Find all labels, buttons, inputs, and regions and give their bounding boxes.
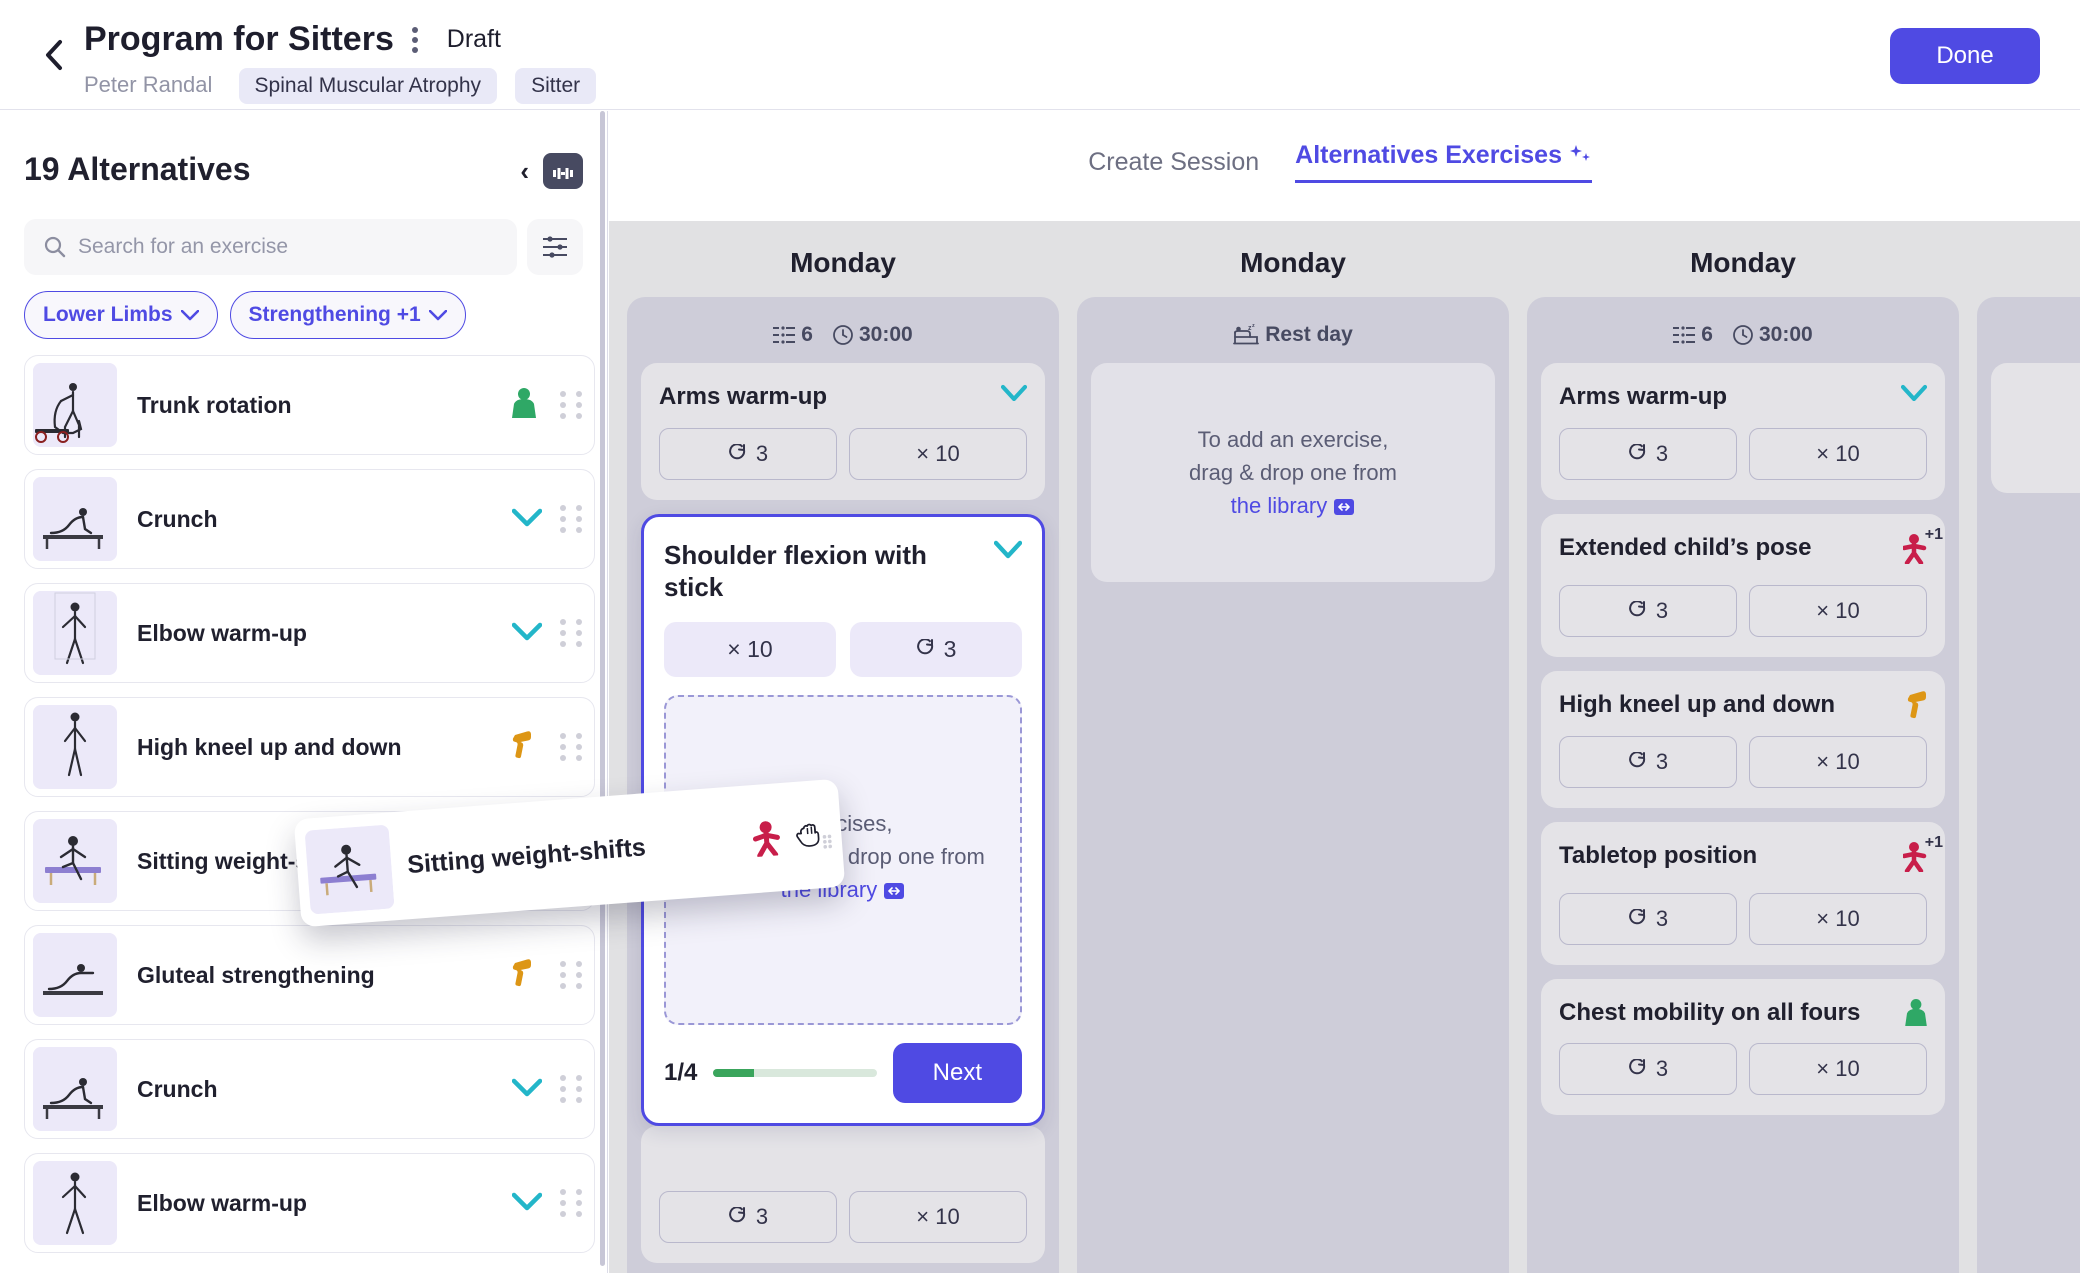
svg-text:z: z [1252, 324, 1255, 329]
